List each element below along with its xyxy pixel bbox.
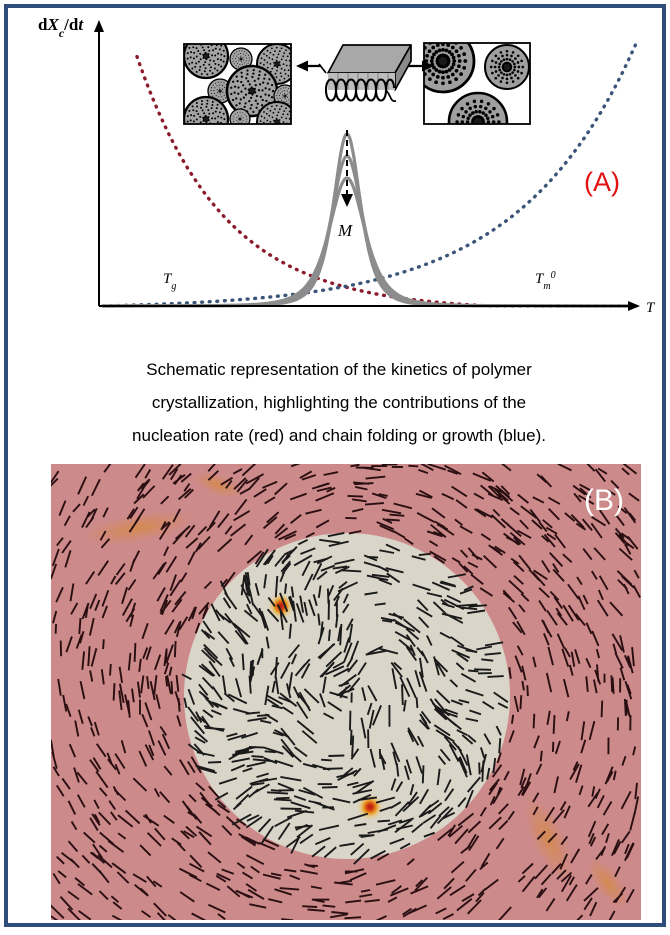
svg-text:(A): (A) xyxy=(584,167,620,197)
svg-text:dXc/dt: dXc/dt xyxy=(38,15,84,40)
svg-text:Tm0: Tm0 xyxy=(535,270,556,292)
svg-text:M: M xyxy=(337,221,353,240)
svg-text:T: T xyxy=(646,300,656,316)
svg-text:(B): (B) xyxy=(584,484,624,517)
svg-text:Tg: Tg xyxy=(163,271,176,292)
